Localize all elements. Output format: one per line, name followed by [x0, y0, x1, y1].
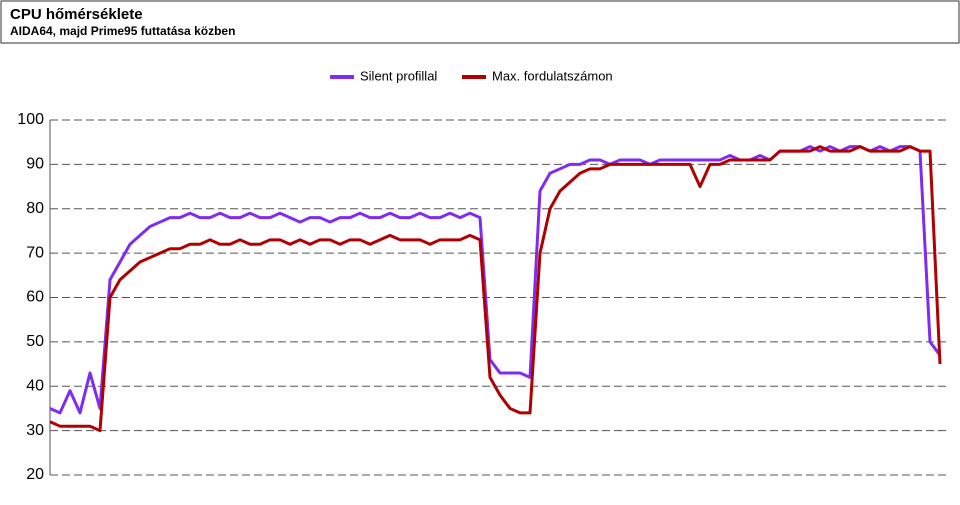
- series-line: [49, 145, 942, 415]
- header-box: [0, 0, 960, 44]
- y-tick-label: 80: [26, 200, 44, 217]
- y-tick-label: 50: [26, 333, 44, 350]
- legend-label: Silent profillal: [360, 68, 437, 83]
- y-tick-label: 30: [26, 422, 44, 439]
- y-tick-label: 100: [17, 111, 44, 128]
- y-tick-label: 90: [26, 156, 44, 173]
- chart-title: CPU hőmérséklete: [10, 6, 143, 23]
- y-tick-label: 60: [26, 289, 44, 306]
- series-line: [49, 145, 942, 433]
- chart-subtitle: AIDA64, majd Prime95 futtatása közben: [10, 24, 235, 38]
- legend-label: Max. fordulatszámon: [492, 68, 613, 83]
- y-tick-label: 40: [26, 377, 44, 394]
- y-tick-label: 70: [26, 244, 44, 261]
- y-tick-label: 20: [26, 466, 44, 483]
